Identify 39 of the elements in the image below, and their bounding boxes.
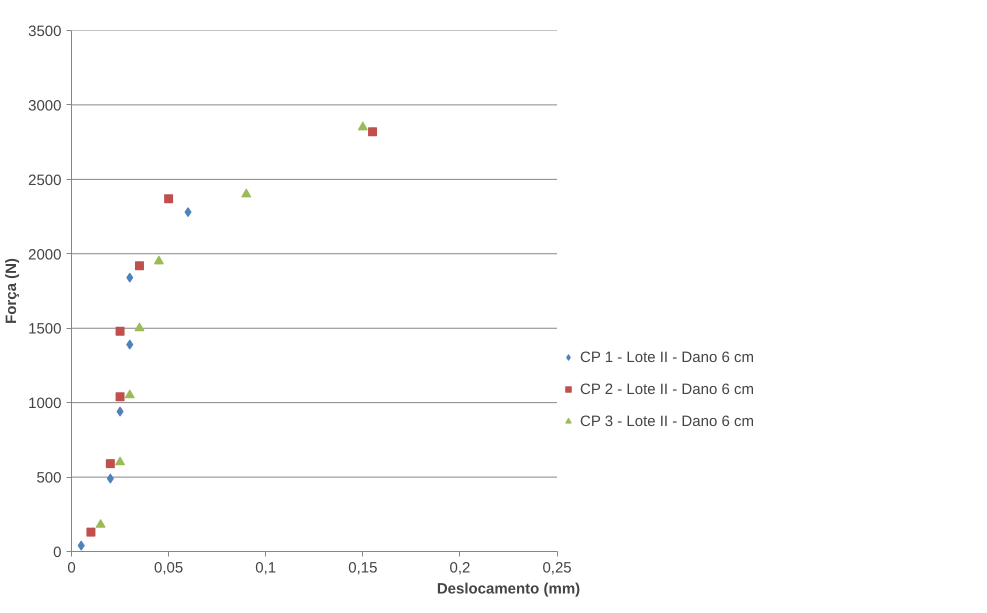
point [241, 188, 252, 198]
point [154, 256, 164, 264]
legend-label: CP 1 - Lote II - Dano 6 cm [580, 348, 754, 366]
y-tick-label: 3000 [28, 97, 62, 114]
x-tick-label: 0,1 [255, 560, 276, 576]
x-tick-label: 0,2 [450, 560, 470, 576]
point [115, 456, 126, 466]
x-tick-label: 0 [67, 560, 76, 576]
point [358, 122, 368, 130]
legend-label: CP 2 - Lote II - Dano 6 cm [580, 380, 754, 398]
point [164, 194, 174, 204]
point [126, 272, 134, 283]
legend-label: CP 3 - Lote II - Dano 6 cm [580, 412, 754, 430]
y-tick-label: 2000 [28, 246, 62, 264]
y-tick-label: 2500 [28, 172, 62, 189]
point [124, 390, 135, 398]
point [134, 261, 144, 270]
y-tick-label: 1500 [28, 320, 62, 338]
point [116, 326, 125, 336]
y-axis-title: Força (N) [3, 258, 20, 324]
y-tick-label: 3500 [28, 23, 62, 40]
point [134, 322, 144, 332]
point [106, 474, 114, 484]
point [116, 406, 124, 417]
x-tick-label: 0,05 [154, 560, 184, 576]
point [96, 519, 106, 528]
point [126, 340, 134, 350]
x-axis-title: Deslocamento (mm) [436, 580, 580, 598]
y-tick-label: 500 [36, 470, 62, 487]
point [184, 207, 192, 218]
y-tick-label: 0 [53, 544, 62, 561]
point [106, 459, 115, 468]
x-tick-label: 0,15 [348, 560, 378, 576]
point [78, 540, 85, 551]
y-tick-label: 1000 [28, 395, 62, 412]
point [368, 127, 378, 136]
point [86, 528, 96, 537]
point [116, 392, 125, 402]
x-tick-label: 0,25 [542, 560, 572, 576]
